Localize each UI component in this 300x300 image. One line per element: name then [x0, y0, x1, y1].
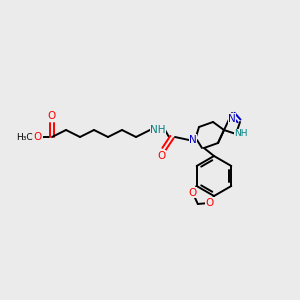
Text: O: O [206, 198, 214, 208]
Text: O: O [189, 188, 197, 198]
Text: H₃C: H₃C [16, 133, 32, 142]
Text: NH: NH [234, 130, 248, 139]
Text: O: O [157, 151, 165, 161]
Text: NH: NH [150, 125, 166, 135]
Text: O: O [34, 132, 42, 142]
Text: O: O [48, 111, 56, 121]
Text: N: N [189, 135, 197, 145]
Text: N: N [228, 114, 236, 124]
